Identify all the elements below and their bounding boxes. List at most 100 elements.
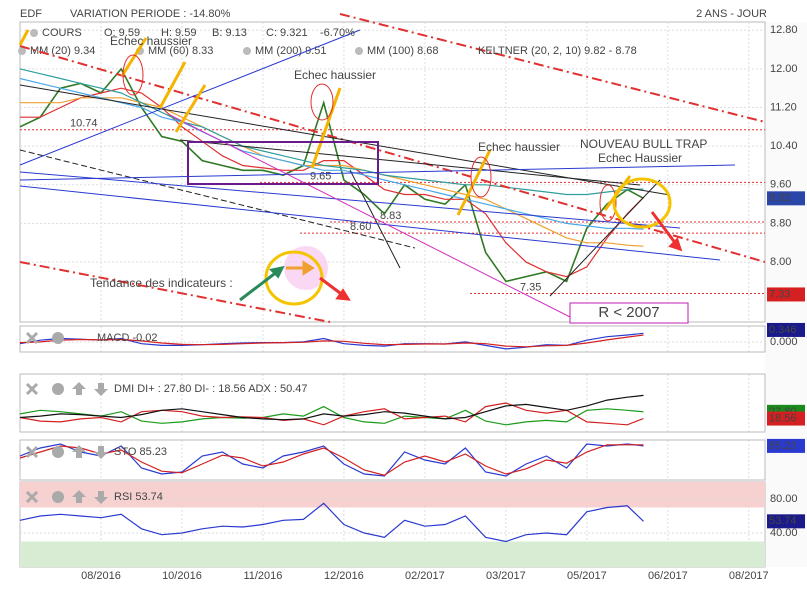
legend-icon	[30, 29, 38, 37]
trend-line	[19, 84, 671, 196]
y-tick-label: 11.20	[770, 101, 797, 113]
panel-title: MACD -0.02	[97, 332, 158, 344]
annotation: Echec Haussier	[598, 151, 682, 165]
trend-line	[19, 261, 331, 323]
arrows	[239, 211, 683, 302]
panel	[19, 373, 766, 433]
legend-icon	[355, 47, 363, 55]
x-tick-label: 12/2016	[324, 570, 364, 582]
trend-line	[19, 149, 416, 249]
series-line	[19, 68, 644, 196]
legend-icon	[18, 47, 26, 55]
value-box	[767, 438, 805, 453]
value-box-label: 18.56	[769, 412, 797, 424]
panel-title: RSI 53.74	[114, 491, 163, 503]
value-box	[767, 514, 805, 529]
trend-line	[19, 185, 721, 261]
series-line	[19, 502, 644, 543]
down-icon	[94, 446, 108, 459]
close-icon	[25, 445, 39, 459]
annotation: Echec haussier	[110, 34, 192, 48]
trend-line	[549, 179, 661, 297]
down-icon	[94, 491, 108, 504]
panel-title: DMI DI+ : 27.80 DI- : 18.56 ADX : 50.47	[114, 383, 308, 395]
trend-line	[339, 13, 766, 123]
quote: -6.70%	[320, 27, 355, 39]
y-tick-label: 8.80	[770, 217, 791, 229]
signal-circle	[612, 177, 672, 229]
legend-icon	[243, 47, 251, 55]
trend-line	[179, 139, 641, 186]
y-tick-label: 0.000	[770, 336, 798, 348]
symbol: EDF	[20, 8, 42, 20]
annotation-box	[569, 302, 689, 324]
close-icon	[25, 331, 39, 345]
value-box-label: 9.32	[769, 192, 790, 204]
plot-layer: 12.80 12.00 11.20 10.40 9.60 8.80 8.00 08/2016 1…	[18, 21, 807, 582]
x-tick-label: 08/2017	[729, 570, 769, 582]
up-icon	[72, 445, 86, 458]
series-line	[20, 97, 644, 247]
panel	[19, 325, 766, 353]
trend-line	[169, 114, 581, 323]
series-line	[19, 405, 644, 426]
x-tick-label: 02/2017	[405, 570, 445, 582]
settings-icon	[52, 383, 64, 395]
zone	[20, 541, 765, 567]
quote: O: 9.59	[104, 27, 140, 39]
annotation: R < 2007	[598, 304, 659, 321]
level-label: 8.60	[350, 221, 371, 233]
x-tick-label: 03/2017	[486, 570, 526, 582]
value-box	[767, 287, 805, 302]
x-tick-label: 11/2016	[243, 570, 282, 582]
legend-entry: COURS	[42, 27, 82, 39]
annotation: Tendance des indicateurs :	[90, 276, 233, 290]
variation: VARIATION PERIODE : -14.80%	[70, 8, 231, 20]
x-tick-label: 06/2017	[648, 570, 688, 582]
x-tick-label: 05/2017	[567, 570, 607, 582]
value-box-label: 7.33	[769, 288, 790, 300]
indicator-label: KELTNER (20, 2, 10) 9.82 - 8.78	[478, 45, 637, 57]
y-tick-label: 9.60	[770, 179, 791, 191]
y-tick-label: 10.40	[770, 140, 798, 152]
value-box-label: 53.74	[769, 515, 797, 527]
x-tick-label: 08/2016	[81, 570, 121, 582]
y-tick-label: 40.00	[770, 527, 798, 539]
series-line	[19, 394, 644, 421]
failure-circles	[122, 54, 617, 222]
down-icon	[94, 383, 108, 396]
annotation: Echec haussier	[294, 68, 376, 82]
series-line	[19, 334, 644, 348]
close-icon	[25, 490, 39, 504]
legend-entry: MM (200) 9.51	[255, 45, 327, 57]
quote: H: 9.59	[161, 27, 196, 39]
annotation: NOUVEAU BULL TRAP	[580, 137, 707, 151]
y-tick-label: 8.00	[770, 256, 791, 268]
settings-icon	[52, 332, 64, 344]
series-line	[19, 443, 644, 477]
trend-line	[19, 171, 681, 229]
settings-icon	[52, 491, 64, 503]
level-label: 10.74	[70, 118, 98, 130]
panel-title: STO 85.23	[114, 446, 167, 458]
trend-line	[19, 29, 361, 166]
panel	[19, 439, 766, 481]
series-line	[19, 444, 644, 476]
value-box	[767, 411, 805, 426]
value-box-label: 85.23	[769, 440, 797, 452]
y-tick-label: 12.00	[770, 63, 798, 75]
series-line	[19, 402, 644, 426]
consolidation-box	[187, 141, 379, 185]
level-label: 9.65	[310, 170, 331, 182]
zone	[20, 482, 765, 508]
value-box	[767, 322, 805, 337]
up-icon	[72, 490, 86, 503]
x-tick-label: 10/2016	[162, 570, 202, 582]
legend-entry: MM (100) 8.68	[367, 45, 439, 57]
value-box-label: 0.346	[769, 324, 797, 336]
up-icon	[72, 382, 86, 395]
series-line	[20, 87, 644, 278]
y-tick-label: 12.80	[770, 24, 798, 36]
y-tick-label: 80.00	[770, 493, 798, 505]
